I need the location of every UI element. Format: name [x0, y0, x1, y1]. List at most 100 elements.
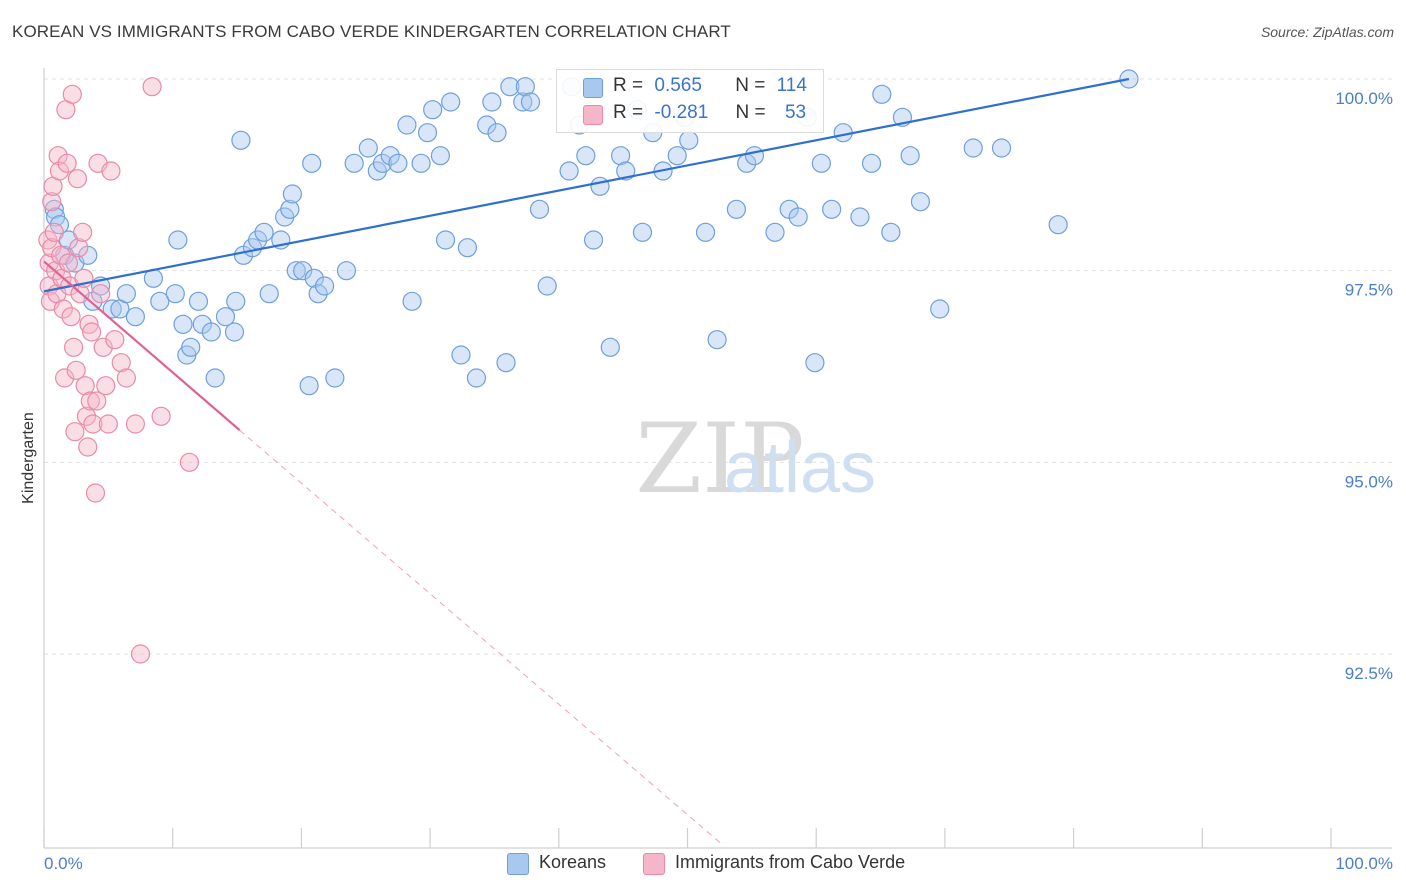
axes — [43, 68, 1392, 849]
y-tick-label: 92.5% — [1345, 664, 1393, 683]
n-label: N = — [735, 102, 766, 123]
data-point — [85, 483, 106, 503]
tick-labels: 92.5% 95.0% 97.5% 100.0% 0.0% 100.0% — [44, 89, 1393, 873]
data-point — [788, 207, 808, 227]
x-tick-label: 100.0% — [1335, 854, 1393, 873]
data-point — [872, 84, 892, 104]
data-point — [900, 146, 920, 166]
data-point — [179, 452, 200, 472]
data-point — [679, 130, 699, 150]
n-value: 114 — [776, 75, 807, 96]
data-point — [205, 368, 225, 388]
koreans-legend-swatch — [507, 853, 529, 875]
data-point — [101, 161, 121, 181]
data-point — [226, 291, 246, 311]
series-cabo-verde — [38, 77, 200, 664]
data-point — [576, 146, 596, 166]
data-point — [496, 353, 516, 373]
data-point — [293, 261, 313, 281]
data-point — [82, 322, 102, 342]
legend-row-text: R = -0.281 N = 53 — [613, 102, 806, 124]
data-point — [500, 77, 520, 97]
data-point — [299, 376, 319, 396]
source-label: Source: ZipAtlas.com — [1260, 24, 1394, 40]
data-point — [80, 391, 100, 411]
data-point — [83, 414, 103, 434]
data-point — [102, 299, 122, 319]
data-point — [850, 207, 870, 227]
data-point — [130, 644, 151, 664]
data-point — [991, 138, 1012, 158]
koreans-trend-line — [43, 77, 1130, 293]
data-point — [188, 291, 209, 311]
data-point — [441, 92, 461, 112]
data-point — [765, 222, 785, 242]
data-point — [65, 422, 85, 442]
data-point — [325, 368, 345, 388]
data-point — [73, 222, 93, 242]
data-point — [125, 414, 145, 434]
data-point — [910, 192, 931, 212]
data-point — [600, 337, 620, 357]
data-point — [336, 261, 357, 281]
data-point — [308, 284, 328, 304]
data-point — [98, 414, 118, 434]
data-point — [165, 284, 185, 304]
data-point — [51, 245, 71, 265]
data-point — [173, 314, 193, 334]
data-point — [142, 77, 162, 97]
data-point — [358, 138, 378, 158]
data-point — [477, 115, 497, 135]
data-point — [61, 307, 81, 327]
watermark-zip: ZIP — [635, 403, 804, 515]
data-point — [388, 153, 408, 173]
data-point — [667, 146, 687, 166]
data-point — [79, 314, 99, 334]
data-point — [881, 222, 901, 242]
series-koreans — [44, 69, 1139, 396]
data-point — [632, 222, 653, 242]
data-point — [201, 322, 221, 342]
data-point — [380, 146, 400, 166]
cabo-verde-swatch — [583, 105, 603, 125]
data-point — [53, 299, 73, 319]
data-point — [435, 230, 456, 250]
data-point — [91, 284, 111, 304]
data-point — [116, 284, 136, 304]
data-point — [423, 100, 443, 120]
y-tick-label: 100.0% — [1335, 89, 1393, 108]
y-tick-label: 97.5% — [1345, 281, 1393, 300]
data-point — [75, 376, 95, 396]
r-label: R = — [613, 102, 644, 123]
data-point — [64, 337, 84, 357]
x-tick-label: 0.0% — [44, 854, 83, 873]
data-point — [402, 291, 422, 311]
data-point — [224, 322, 245, 342]
data-point — [590, 176, 610, 196]
data-point — [537, 276, 557, 296]
data-point — [39, 253, 59, 273]
data-point — [54, 368, 75, 388]
y-tick-label: 95.0% — [1345, 472, 1393, 491]
data-point — [559, 161, 579, 181]
data-point — [181, 337, 201, 357]
data-point — [466, 368, 487, 388]
cabo-verde-legend-label: Immigrants from Cabo Verde — [675, 852, 906, 872]
watermark-atlas: atlas — [724, 428, 876, 508]
data-point — [707, 330, 727, 350]
koreans-swatch — [583, 78, 603, 98]
data-point — [66, 360, 86, 380]
data-point — [168, 230, 188, 250]
data-point — [96, 376, 116, 396]
data-point — [78, 437, 98, 457]
data-point — [93, 337, 113, 357]
data-point — [515, 77, 535, 97]
y-axis-label: Kindergarten — [20, 412, 37, 504]
data-point — [930, 299, 950, 319]
data-point — [125, 307, 145, 327]
data-point — [87, 391, 107, 411]
data-point — [44, 222, 64, 242]
data-point — [42, 192, 62, 212]
data-point — [314, 276, 335, 296]
